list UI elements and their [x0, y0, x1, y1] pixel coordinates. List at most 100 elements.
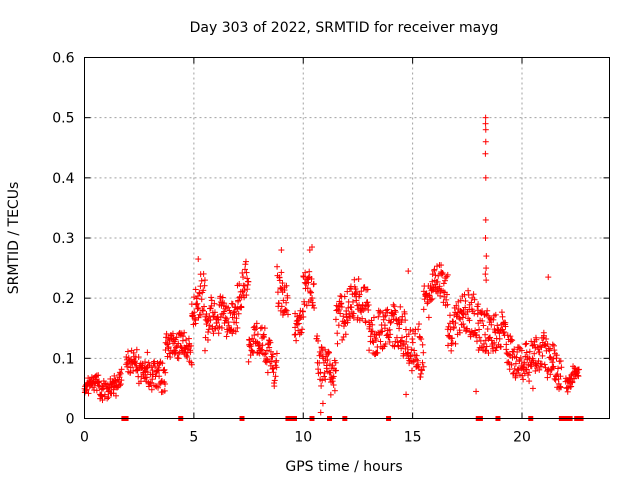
- data-point: [464, 325, 471, 332]
- data-point: [379, 328, 386, 335]
- data-point: [407, 326, 414, 333]
- data-point: [285, 311, 292, 318]
- data-point: [227, 310, 234, 317]
- data-point: [460, 321, 467, 328]
- data-point: [117, 381, 124, 388]
- data-point: [415, 321, 422, 328]
- data-point: [132, 360, 139, 367]
- data-point: [398, 345, 405, 352]
- data-point: [359, 315, 366, 322]
- data-point: [161, 387, 168, 394]
- data-point: [238, 304, 245, 311]
- data-point: [271, 383, 278, 390]
- data-point: [309, 295, 316, 302]
- data-point: [462, 304, 469, 311]
- data-point: [411, 347, 418, 354]
- data-point: [147, 379, 154, 386]
- data-point: [249, 335, 256, 342]
- data-point: [434, 278, 441, 285]
- data-point: [98, 392, 105, 399]
- data-point: [249, 348, 256, 355]
- data-point: [513, 370, 520, 377]
- data-point: [208, 294, 215, 301]
- data-point: [482, 174, 489, 181]
- data-point: [177, 343, 184, 350]
- data-point: [521, 360, 528, 367]
- data-point: [429, 295, 436, 302]
- data-point: [201, 282, 208, 289]
- data-point: [418, 367, 425, 374]
- data-point: [482, 331, 489, 338]
- data-point: [525, 372, 532, 379]
- data-point: [300, 313, 307, 320]
- data-point: [425, 314, 432, 321]
- data-point: [195, 304, 202, 311]
- data-point: [273, 350, 280, 357]
- data-point: [483, 343, 490, 350]
- data-point: [516, 344, 523, 351]
- data-point: [181, 329, 188, 336]
- data-point: [523, 349, 530, 356]
- data-point: [557, 373, 564, 380]
- data-point: [557, 357, 564, 364]
- data-point: [184, 354, 191, 361]
- data-point: [557, 383, 564, 390]
- data-point: [518, 347, 525, 354]
- data-point: [535, 357, 542, 364]
- data-point: [234, 305, 241, 312]
- data-point: [254, 331, 261, 338]
- data-point: [236, 280, 243, 287]
- data-point: [414, 357, 421, 364]
- data-point: [511, 365, 518, 372]
- data-point: [443, 296, 450, 303]
- data-point: [462, 297, 469, 304]
- data-point: [547, 371, 554, 378]
- data-point: [482, 216, 489, 223]
- data-point: [555, 380, 562, 387]
- data-point: [315, 337, 322, 344]
- data-point: [549, 364, 556, 371]
- data-point: [278, 285, 285, 292]
- data-point: [335, 322, 342, 329]
- data-point: [482, 138, 489, 145]
- x-tick-label: 20: [513, 430, 531, 446]
- data-point: [101, 391, 108, 398]
- data-point: [331, 387, 338, 394]
- data-point: [260, 334, 267, 341]
- data-point: [366, 347, 373, 354]
- data-point: [327, 369, 334, 376]
- data-point: [124, 348, 131, 355]
- data-point: [390, 301, 397, 308]
- data-point: [175, 355, 182, 362]
- data-point: [553, 352, 560, 359]
- data-point: [466, 317, 473, 324]
- data-point: [335, 307, 342, 314]
- data-point: [566, 380, 573, 387]
- data-point: [251, 332, 258, 339]
- data-point: [452, 320, 459, 327]
- data-point: [235, 297, 242, 304]
- data-point: [544, 341, 551, 348]
- x-axis-label: GPS time / hours: [285, 459, 402, 475]
- data-point: [261, 351, 268, 358]
- data-point: [325, 349, 332, 356]
- data-point: [528, 363, 535, 370]
- data-point: [253, 320, 260, 327]
- data-point: [332, 316, 339, 323]
- data-point: [526, 348, 533, 355]
- data-point: [532, 344, 539, 351]
- data-point: [262, 350, 269, 357]
- data-point: [243, 269, 250, 276]
- data-point: [443, 291, 450, 298]
- data-point: [130, 368, 137, 375]
- data-point: [471, 310, 478, 317]
- data-point: [507, 333, 514, 340]
- data-point: [477, 337, 484, 344]
- data-point: [418, 336, 425, 343]
- data-point: [208, 297, 215, 304]
- data-point: [351, 276, 358, 283]
- data-point: [221, 308, 228, 315]
- data-point: [221, 320, 228, 327]
- data-point: [99, 397, 106, 404]
